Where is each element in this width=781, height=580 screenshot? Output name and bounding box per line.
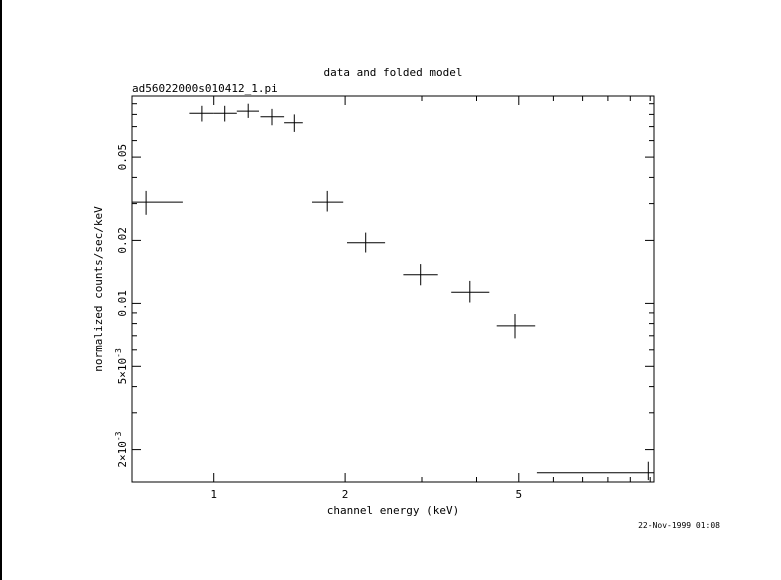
x-tick-label: 1 — [210, 488, 217, 501]
x-tick-labels: 1 2 5 — [210, 488, 522, 501]
data-point — [347, 232, 386, 253]
data-point — [536, 461, 654, 481]
y-tick-label: 0.01 — [116, 290, 129, 317]
data-point — [403, 264, 438, 286]
chart-title: data and folded model — [323, 66, 462, 79]
x-tick-label: 2 — [342, 488, 349, 501]
y-tick-label: 0.02 — [116, 227, 129, 254]
data-point — [312, 190, 344, 212]
y-axis-label: normalized counts/sec/keV — [92, 206, 105, 372]
x-axis-label: channel energy (keV) — [327, 504, 459, 517]
plot-frame — [131, 95, 655, 483]
data-points — [132, 103, 654, 481]
y-tick-label: 5×10-3 — [114, 348, 129, 384]
data-point — [236, 103, 259, 118]
data-point — [260, 108, 285, 126]
timestamp: 22-Nov-1999 01:08 — [638, 521, 720, 530]
y-tick-labels: 2×10-3 5×10-3 0.01 0.02 0.05 — [114, 144, 129, 468]
data-point — [132, 190, 183, 215]
data-point — [451, 280, 490, 303]
data-point — [213, 105, 237, 122]
y-tick-label: 2×10-3 — [114, 431, 129, 467]
y-tick-label: 0.05 — [116, 144, 129, 171]
x-tick-label: 5 — [515, 488, 522, 501]
axis-ticks — [132, 96, 654, 482]
data-point — [189, 105, 214, 122]
chart-subtitle: ad56022000s010412_1.pi — [132, 82, 278, 95]
data-point — [496, 314, 536, 339]
data-point — [284, 114, 303, 132]
